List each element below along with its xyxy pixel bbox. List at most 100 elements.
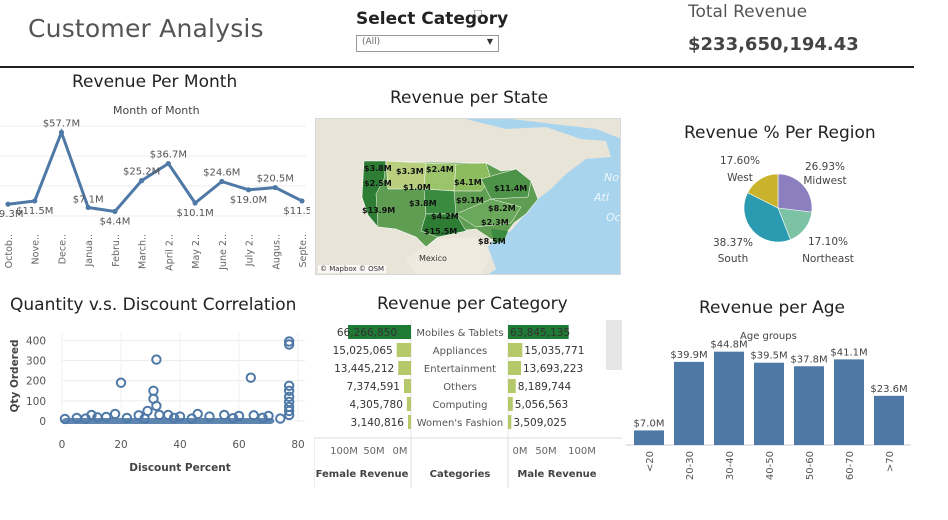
scatter-point [151,400,162,412]
age-tick-label: 20-30 [685,451,696,480]
y-tick-label: 400 [26,335,46,347]
data-point [272,184,278,191]
data-point [192,200,198,206]
pie-slice-south [743,192,791,243]
x-tick-label: Dece.. [57,234,68,264]
female-value-label: 4,305,780 [349,399,402,411]
revenue-per-category-chart[interactable]: 66,266,850 63,845,135 Mobiles & Tablets 15,… [314,320,626,490]
x-tick-label: 60 [232,439,245,451]
filter-icon[interactable]: ⛉ [474,8,483,21]
male-value-label: 15,035,771 [524,345,584,357]
male-value-label: 13,693,223 [523,363,583,375]
age-bar-label: $39.5M [750,351,787,362]
state-revenue-label: $2.3M [481,218,509,227]
female-value-label: 7,374,591 [347,381,400,393]
age-bar [874,395,904,445]
scatter-point [186,413,198,424]
scatter-point [283,380,295,391]
male-bar [508,397,513,411]
female-value-label: 13,445,212 [334,363,394,375]
revenue-per-category-title: Revenue per Category [377,294,568,314]
revenue-per-month-chart[interactable]: $9.3M$11.5M$57.7M$7.1M$4.4M$25.2M$36.7M$… [0,118,310,280]
state-revenue-label: $8.5M [478,237,506,246]
age-bar [714,351,744,445]
age-tick-label: 40-50 [765,451,776,480]
state-revenue-label: $9.1M [456,196,484,205]
scatter-point [109,408,121,420]
male-axis-tick: 100M [568,446,596,457]
scatter-point [283,409,295,421]
total-revenue-label: Total Revenue [688,2,808,22]
scatter-point [257,412,268,423]
category-label: Mobiles & Tablets [416,328,503,339]
data-point [58,129,65,135]
x-tick-label: Septe.. [298,234,309,268]
data-label: $36.7M [150,150,187,161]
scatter-point [154,409,165,421]
male-bar [508,379,516,393]
total-revenue-value: $233,650,194.43 [688,34,859,55]
scatter-point [219,409,230,421]
x-tick-label: 20 [114,439,127,451]
scatter-point [174,411,186,422]
scatter-point [283,405,295,417]
category-dropdown[interactable]: (All) ▼ [356,35,499,52]
age-bar-label: $7.0M [634,418,665,429]
x-tick-label: Augus.. [271,234,282,270]
pie-slice-west [747,173,779,209]
pie-region-label: Midwest [803,175,846,187]
dashboard-title: Customer Analysis [28,14,264,43]
category-label: Women's Fashion [417,418,504,429]
footer-label: Categories [430,469,491,480]
state-revenue-label: $11.4M [494,184,527,193]
revenue-per-month-subtitle: Month of Month [113,104,200,117]
state-revenue-label: $2.4M [426,165,454,174]
header-divider [0,66,914,68]
male-value-label: 63,845,135 [510,327,570,339]
map-attribution[interactable]: © Mapbox © OSM [318,265,387,273]
scatter-point [151,354,162,365]
x-tick-label: 0 [59,439,66,451]
pie-region-label: South [718,253,749,265]
female-bar [403,379,411,393]
age-bar [754,362,784,445]
male-value-label: 3,509,025 [513,417,566,429]
state-revenue-label: $13.9M [362,206,395,215]
state-revenue-label: $2.5M [364,179,392,188]
scatter-point [283,385,295,397]
x-tick-label: Febru.. [111,234,122,267]
age-bar-label: $44.8M [710,340,747,351]
male-bar [508,415,512,429]
x-tick-label: Janua.. [84,234,95,268]
male-value-label: 8,189,744 [518,381,572,393]
age-bar-label: $39.9M [670,350,707,361]
data-label: $25.2M [123,167,160,178]
male-bar [508,361,522,375]
revenue-per-state-map[interactable]: $3.8M $3.3M $2.4M $2.5M $1.0M $4.1M $11.4M $9.1… [315,118,621,275]
scatter-point [227,412,239,424]
age-tick-label: <20 [645,451,656,472]
revenue-per-region-pie[interactable]: 26.93% Midwest 17.10% Northeast 38.37% South 1… [700,150,880,270]
data-point [219,178,225,185]
female-value-label: 3,140,816 [351,417,405,429]
pie-region-label: Northeast [802,253,854,265]
scatter-point [168,412,180,424]
revenue-per-age-subtitle: Age groups [740,331,797,342]
revenue-per-age-chart[interactable]: $7.0M <20 $39.9M 20-30 $44.8M 30-40 $39.5M 40-5… [626,340,916,480]
scatter-point [248,410,259,421]
pie-region-label: West [727,172,753,184]
state-revenue-label: $3.8M [364,164,392,173]
map-mexico-label: Mexico [419,254,447,263]
x-tick-label: May 2.. [191,234,202,269]
state-revenue-label: $4.1M [454,178,482,187]
state-revenue-label: $8.2M [488,204,516,213]
female-bar [398,361,411,375]
age-tick-label: >70 [885,451,896,472]
chevron-down-icon: ▼ [486,37,493,46]
y-tick-label: 300 [26,356,46,368]
quantity-discount-scatter[interactable]: 400 300 200 100 0 0 20 40 60 80 Discount Percent Qt… [0,320,312,480]
ocean-label: Atl [593,191,609,204]
x-tick-label: Octob.. [4,234,15,268]
scatter-point [275,413,286,424]
x-tick-label: April 2.. [164,234,175,271]
